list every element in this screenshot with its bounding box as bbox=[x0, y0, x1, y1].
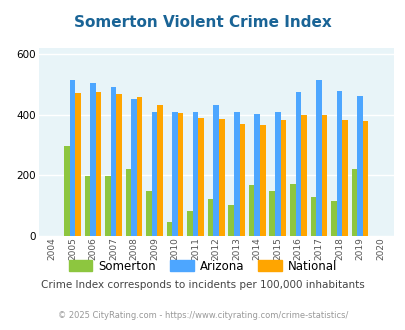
Bar bbox=[126, 169, 131, 236]
Bar bbox=[70, 80, 75, 236]
Bar bbox=[362, 121, 367, 236]
Bar bbox=[233, 113, 239, 236]
Bar bbox=[315, 80, 321, 236]
Bar bbox=[64, 147, 70, 236]
Bar bbox=[321, 115, 326, 236]
Bar bbox=[310, 196, 315, 236]
Bar bbox=[96, 92, 101, 236]
Text: Somerton Violent Crime Index: Somerton Violent Crime Index bbox=[74, 15, 331, 30]
Bar bbox=[111, 87, 116, 236]
Bar bbox=[187, 211, 192, 236]
Bar bbox=[177, 113, 183, 236]
Bar bbox=[213, 106, 218, 236]
Bar bbox=[356, 96, 362, 236]
Text: © 2025 CityRating.com - https://www.cityrating.com/crime-statistics/: © 2025 CityRating.com - https://www.city… bbox=[58, 311, 347, 320]
Bar bbox=[218, 118, 224, 236]
Bar bbox=[259, 125, 265, 236]
Bar bbox=[330, 201, 336, 236]
Bar bbox=[136, 97, 142, 236]
Bar bbox=[280, 120, 286, 236]
Bar bbox=[239, 124, 245, 236]
Bar bbox=[274, 112, 280, 236]
Bar bbox=[269, 191, 274, 236]
Bar bbox=[248, 185, 254, 236]
Bar bbox=[90, 83, 96, 236]
Text: Crime Index corresponds to incidents per 100,000 inhabitants: Crime Index corresponds to incidents per… bbox=[41, 280, 364, 290]
Bar bbox=[336, 91, 341, 236]
Bar bbox=[301, 115, 306, 236]
Bar bbox=[295, 92, 301, 236]
Bar bbox=[75, 93, 81, 236]
Bar bbox=[166, 222, 172, 236]
Bar bbox=[172, 112, 177, 236]
Bar bbox=[105, 176, 111, 236]
Bar bbox=[192, 113, 198, 236]
Bar bbox=[228, 205, 233, 236]
Bar bbox=[289, 184, 295, 236]
Bar bbox=[116, 94, 121, 236]
Bar bbox=[351, 169, 356, 236]
Bar bbox=[151, 112, 157, 236]
Bar bbox=[85, 176, 90, 236]
Legend: Somerton, Arizona, National: Somerton, Arizona, National bbox=[64, 255, 341, 278]
Bar bbox=[207, 199, 213, 236]
Bar bbox=[146, 191, 151, 236]
Bar bbox=[131, 99, 136, 236]
Bar bbox=[157, 106, 162, 236]
Bar bbox=[254, 114, 259, 236]
Bar bbox=[198, 117, 203, 236]
Bar bbox=[341, 120, 347, 236]
